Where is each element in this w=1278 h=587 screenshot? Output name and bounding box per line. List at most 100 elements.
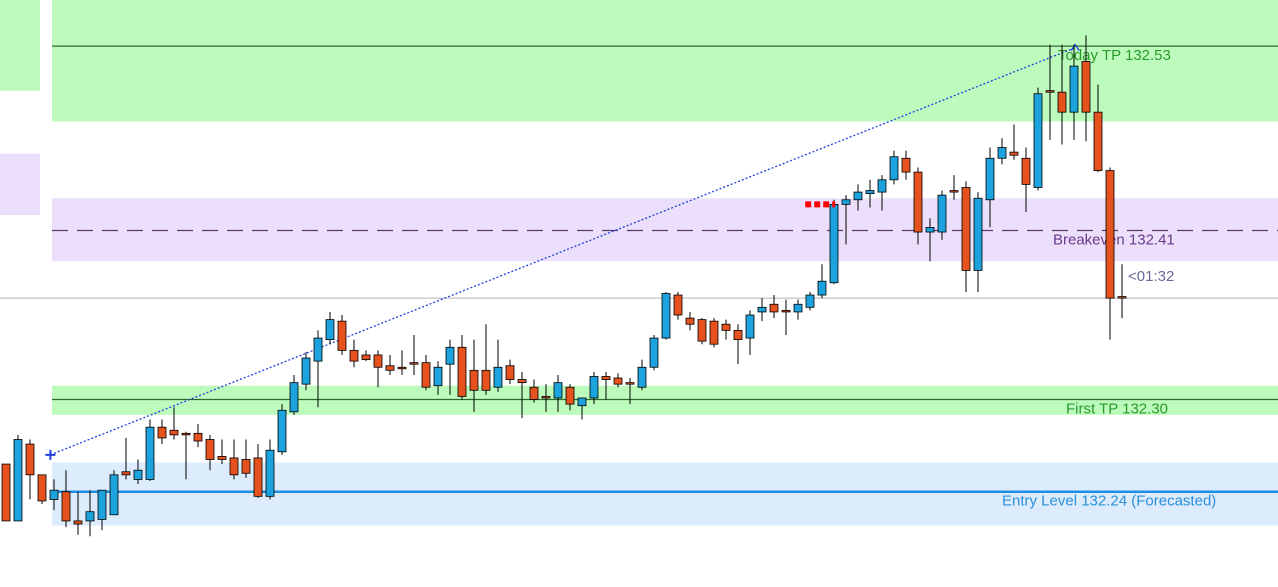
candle-body	[421, 362, 431, 388]
candle-body	[1057, 91, 1067, 113]
candle-body	[13, 439, 23, 522]
candle-body	[685, 317, 695, 325]
candle-body	[601, 376, 611, 380]
candle-body	[541, 396, 551, 399]
candle-body	[409, 362, 419, 365]
candle-body	[553, 382, 563, 399]
candle-body	[73, 520, 83, 525]
candle-body	[721, 323, 731, 331]
candle-body	[1105, 170, 1115, 299]
trend-start	[45, 449, 56, 460]
candle-body	[865, 190, 875, 195]
candle-body	[61, 491, 71, 522]
candle-body	[1009, 151, 1019, 156]
candle-body	[829, 203, 839, 284]
candle-body	[817, 280, 827, 296]
candle-body	[265, 449, 275, 497]
candle-body	[301, 357, 311, 385]
candle-body	[493, 366, 503, 388]
candle-body	[793, 303, 803, 313]
zones	[0, 0, 1278, 526]
candle-body	[1069, 65, 1079, 113]
candle-body	[757, 306, 767, 313]
candle-body	[121, 471, 131, 476]
candle-body	[733, 329, 743, 340]
timer: <01:32	[1128, 268, 1174, 285]
candle-body	[913, 171, 923, 233]
candle-body	[433, 366, 443, 387]
zone	[52, 385, 1278, 415]
candle-body	[805, 294, 815, 308]
zone	[52, 198, 1278, 262]
candle-body	[961, 187, 971, 271]
candle-body	[85, 511, 95, 522]
candle-body	[973, 197, 983, 271]
candle-body	[1021, 157, 1031, 185]
candle-body	[25, 443, 35, 476]
candle-body	[781, 310, 791, 313]
candle-body	[97, 489, 107, 520]
candle-body	[217, 455, 227, 460]
candle-body	[649, 337, 659, 368]
candle-body	[769, 303, 779, 313]
candle-body	[361, 354, 371, 360]
candle-body	[853, 191, 863, 201]
candle-body	[637, 366, 647, 388]
candle-body	[505, 365, 515, 380]
candle-body	[337, 320, 347, 351]
candle-body	[517, 379, 527, 384]
trend-end	[1070, 43, 1080, 51]
candle-body	[133, 469, 143, 480]
level-label: Entry Level 132.24 (Forecasted)	[1002, 493, 1216, 510]
candle-body	[1033, 93, 1043, 188]
candle-body	[565, 386, 575, 405]
candle-body	[373, 354, 383, 368]
candle-body	[193, 432, 203, 442]
candle-body	[1093, 111, 1103, 171]
candle-body	[349, 349, 359, 362]
candle-body	[985, 157, 995, 201]
zone	[0, 0, 40, 91]
candle-body	[181, 432, 191, 436]
candle-body	[253, 457, 263, 497]
candle-body	[1081, 61, 1091, 113]
candle-body	[1045, 90, 1055, 93]
candle-body	[1, 463, 11, 522]
candle-body	[745, 314, 755, 339]
candle-body	[1117, 296, 1127, 299]
candle-body	[697, 319, 707, 342]
candle-body	[289, 382, 299, 413]
candle-body	[325, 319, 335, 340]
candle-body	[481, 369, 491, 391]
candle-body	[937, 194, 947, 233]
candle-body	[169, 429, 179, 436]
candle-body	[709, 320, 719, 345]
candle-body	[157, 426, 167, 439]
candle-body	[457, 346, 467, 397]
candle-body	[277, 409, 287, 453]
candle-body	[205, 439, 215, 460]
candle-body	[109, 474, 119, 516]
candle-body	[229, 457, 239, 476]
candle-body	[673, 294, 683, 316]
candle-body	[925, 227, 935, 233]
zone	[0, 153, 40, 216]
candle-body	[661, 293, 671, 339]
candle-body	[313, 337, 323, 362]
candle-body	[577, 397, 587, 407]
candle-body	[949, 190, 959, 193]
candles	[1, 35, 1127, 537]
candle-body	[529, 386, 539, 400]
candle-body	[877, 179, 887, 193]
candle-body	[841, 199, 851, 205]
level-label: First TP 132.30	[1066, 400, 1168, 417]
level-label: Today TP 132.53	[1058, 47, 1171, 64]
candle-body	[613, 377, 623, 385]
candle-body	[625, 382, 635, 385]
candle-body	[469, 369, 479, 391]
overlay: <01:32	[805, 201, 1174, 285]
candle-body	[901, 157, 911, 173]
candle-body	[145, 426, 155, 480]
